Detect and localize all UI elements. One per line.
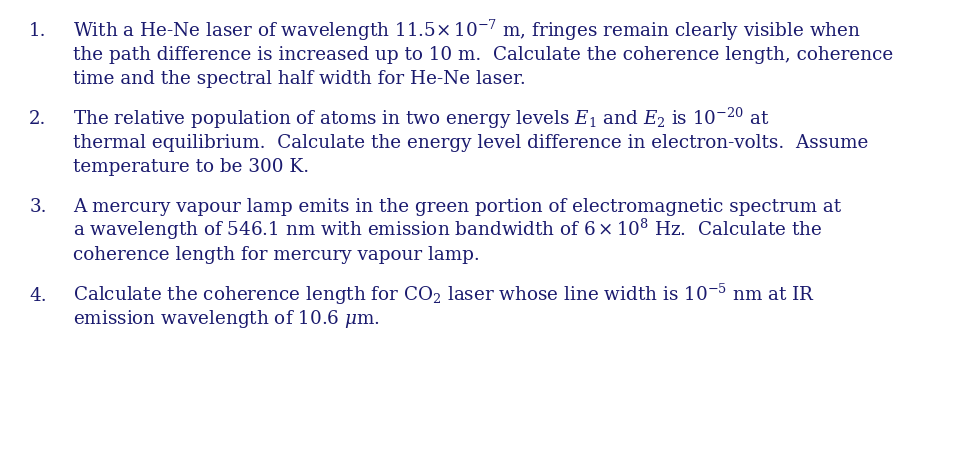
Text: coherence length for mercury vapour lamp.: coherence length for mercury vapour lamp… <box>73 246 480 264</box>
Text: thermal equilibrium.  Calculate the energy level difference in electron-volts.  : thermal equilibrium. Calculate the energ… <box>73 134 869 152</box>
Text: time and the spectral half width for He-Ne laser.: time and the spectral half width for He-… <box>73 69 526 88</box>
Text: The relative population of atoms in two energy levels $E_1$ and $E_2$ is $10^{-2: The relative population of atoms in two … <box>73 105 770 131</box>
Text: the path difference is increased up to 10 m.  Calculate the coherence length, co: the path difference is increased up to 1… <box>73 46 893 64</box>
Text: 4.: 4. <box>29 286 47 305</box>
Text: temperature to be 300 K.: temperature to be 300 K. <box>73 158 309 176</box>
Text: 2.: 2. <box>29 110 47 128</box>
Text: 3.: 3. <box>29 198 47 217</box>
Text: A mercury vapour lamp emits in the green portion of electromagnetic spectrum at: A mercury vapour lamp emits in the green… <box>73 198 841 217</box>
Text: Calculate the coherence length for $\mathrm{CO_2}$ laser whose line width is $10: Calculate the coherence length for $\mat… <box>73 281 815 307</box>
Text: 1.: 1. <box>29 22 47 40</box>
Text: emission wavelength of 10.6 $\mu$m.: emission wavelength of 10.6 $\mu$m. <box>73 308 380 330</box>
Text: a wavelength of 546.1 nm with emission bandwidth of $6\,{\times}\,10^{8}$ Hz.  C: a wavelength of 546.1 nm with emission b… <box>73 217 823 242</box>
Text: With a He-Ne laser of wavelength $11.5{\times}\,10^{-7}$ m, fringes remain clear: With a He-Ne laser of wavelength $11.5{\… <box>73 17 861 43</box>
